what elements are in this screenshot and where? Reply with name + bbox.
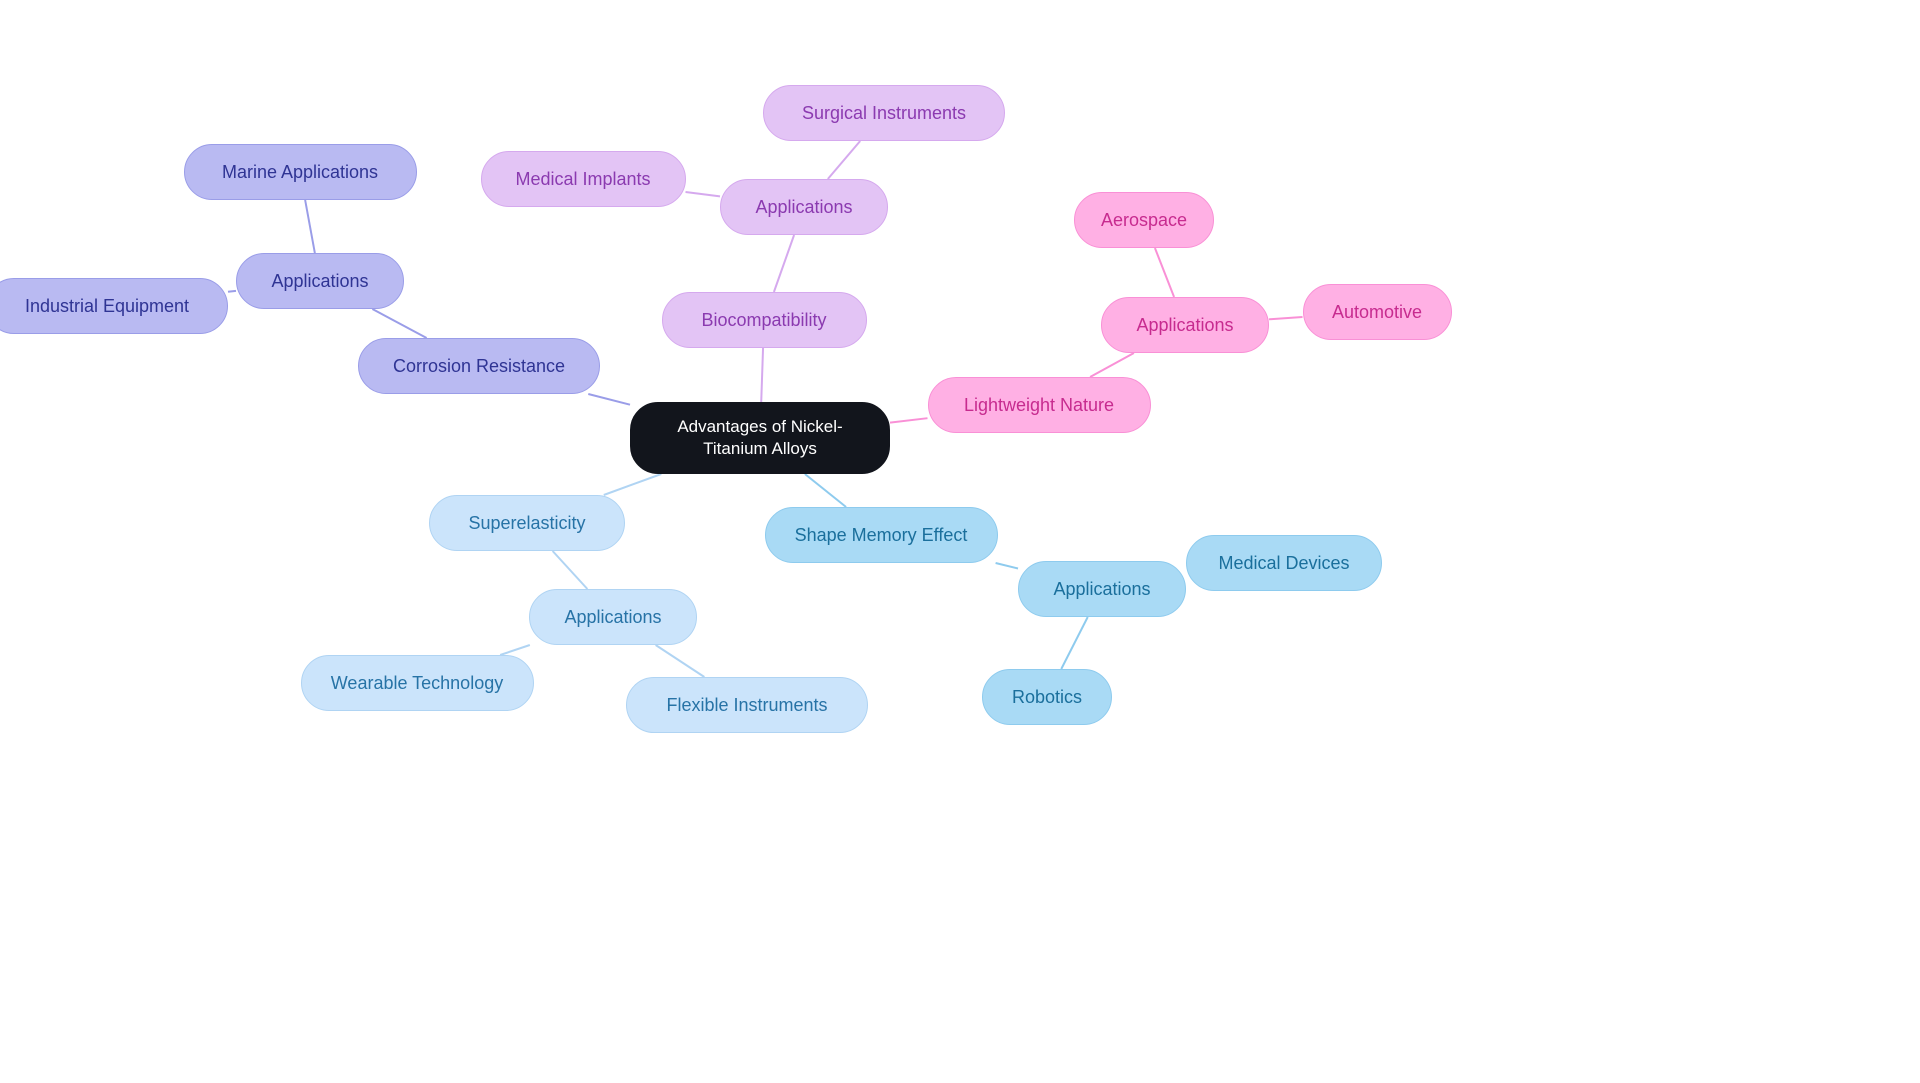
node-label: Applications [1053,579,1150,600]
mindmap-node[interactable]: Applications [236,253,404,309]
edge [604,474,662,495]
node-label: Industrial Equipment [25,296,189,317]
node-label: Applications [1136,315,1233,336]
mindmap-node[interactable]: Robotics [982,669,1112,725]
node-label: Shape Memory Effect [795,525,968,546]
edge [500,645,530,655]
mindmap-node[interactable]: Applications [720,179,888,235]
edge [553,551,588,589]
node-label: Applications [564,607,661,628]
mindmap-node[interactable]: Aerospace [1074,192,1214,248]
edge [305,200,315,253]
node-label: Superelasticity [468,513,585,534]
mindmap-node[interactable]: Marine Applications [184,144,417,200]
edge [996,563,1018,568]
node-label: Medical Implants [515,169,650,190]
mindmap-node[interactable]: Applications [1018,561,1186,617]
center-label: Advantages of Nickel-Titanium Alloys [655,416,865,460]
center-node[interactable]: Advantages of Nickel-Titanium Alloys [630,402,890,474]
node-label: Flexible Instruments [666,695,827,716]
node-label: Biocompatibility [701,310,826,331]
edge [1090,353,1134,377]
edge [890,418,928,422]
mindmap-node[interactable]: Superelasticity [429,495,625,551]
mindmap-node[interactable]: Biocompatibility [662,292,867,348]
mindmap-node[interactable]: Applications [1101,297,1269,353]
mindmap-node[interactable]: Applications [529,589,697,645]
node-label: Applications [271,271,368,292]
edge [1155,248,1174,297]
node-label: Medical Devices [1218,553,1349,574]
node-label: Aerospace [1101,210,1187,231]
node-label: Wearable Technology [331,673,503,694]
mindmap-node[interactable]: Corrosion Resistance [358,338,600,394]
node-label: Lightweight Nature [964,395,1114,416]
mindmap-node[interactable]: Medical Devices [1186,535,1382,591]
edge [1061,617,1087,669]
edge [228,291,236,292]
mindmap-node[interactable]: Wearable Technology [301,655,534,711]
mindmap-node[interactable]: Lightweight Nature [928,377,1151,433]
node-label: Automotive [1332,302,1422,323]
mindmap-node[interactable]: Shape Memory Effect [765,507,998,563]
edge [372,309,426,338]
edge [686,192,721,196]
mindmap-node[interactable]: Automotive [1303,284,1452,340]
edge [774,235,794,292]
node-label: Surgical Instruments [802,103,966,124]
edge [1269,317,1303,319]
edge [656,645,705,677]
edge [805,474,846,507]
node-label: Marine Applications [222,162,378,183]
node-label: Robotics [1012,687,1082,708]
mindmap-node[interactable]: Flexible Instruments [626,677,868,733]
edge [828,141,860,179]
node-label: Applications [755,197,852,218]
edge [761,348,763,402]
mindmap-node[interactable]: Industrial Equipment [0,278,228,334]
node-label: Corrosion Resistance [393,356,565,377]
mindmap-node[interactable]: Medical Implants [481,151,686,207]
edge [588,394,630,405]
mindmap-node[interactable]: Surgical Instruments [763,85,1005,141]
